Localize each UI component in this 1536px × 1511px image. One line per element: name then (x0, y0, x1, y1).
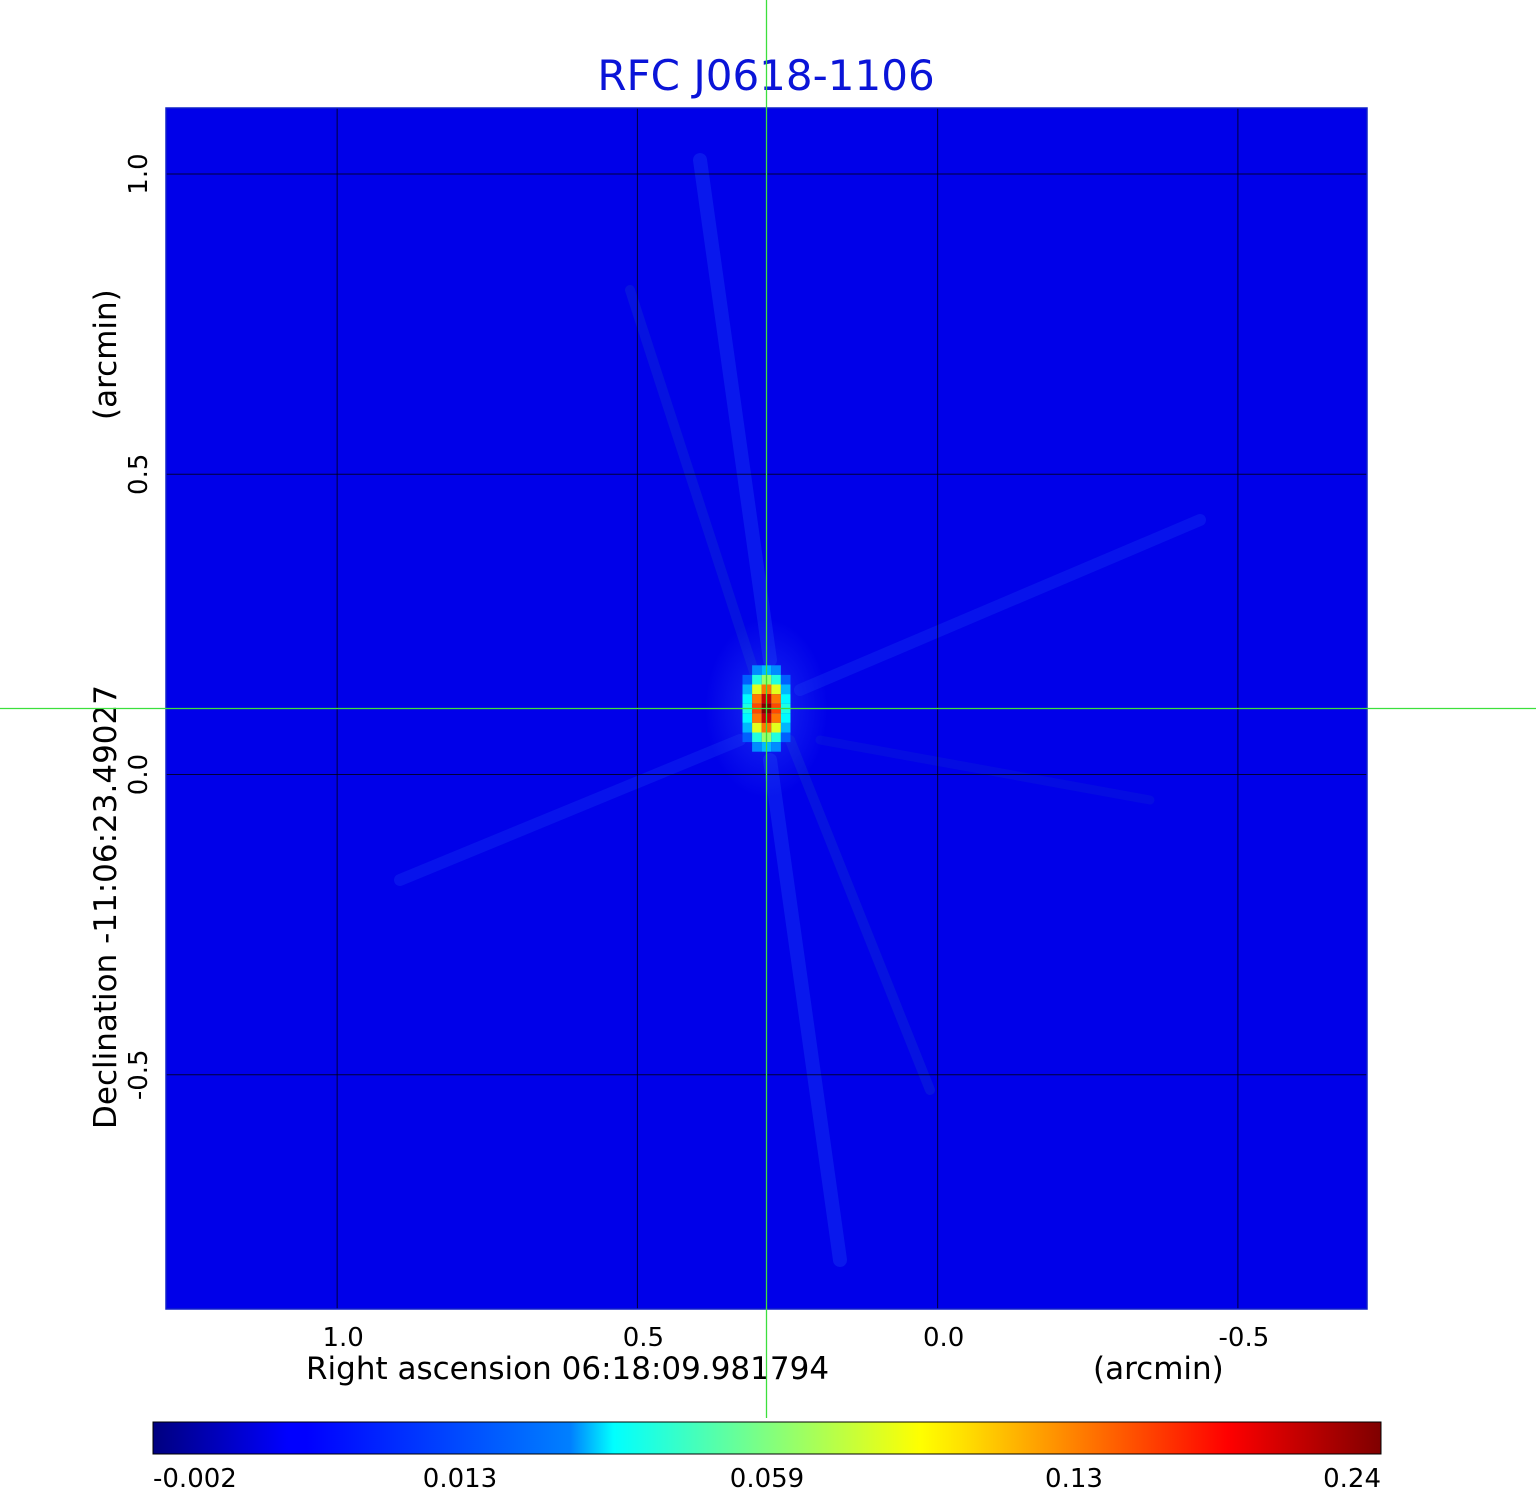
y-tick-labels: 1.0 0.5 0.0 -0.5 (124, 153, 154, 1100)
colorbar (152, 1421, 1382, 1455)
colorbar-tick-label: -0.002 (153, 1464, 237, 1494)
source-pixel (752, 684, 762, 695)
source-pixel (771, 674, 781, 685)
streak (815, 735, 1155, 805)
source-pixel (752, 694, 762, 704)
y-axis-label: Declination -11:06:23.49027 (88, 685, 124, 1129)
x-axis-unit-label: (arcmin) (1093, 1351, 1224, 1387)
streak (625, 285, 765, 695)
source-pixel (780, 722, 791, 733)
streak (693, 153, 777, 667)
source-pixel (752, 732, 762, 743)
source-pixel (742, 684, 753, 695)
crosshair (0, 0, 1536, 1418)
source-pixel (752, 722, 762, 733)
source-pixel (771, 722, 781, 733)
source-pixel (752, 665, 762, 675)
streak (794, 514, 1206, 696)
streak (763, 753, 847, 1267)
x-tick-label: -0.5 (1219, 1323, 1270, 1353)
source-pixel (780, 732, 791, 743)
source-pixel (752, 742, 762, 752)
source-pixel (771, 684, 781, 695)
colorbar-tick-label: 0.059 (730, 1464, 804, 1494)
colorbar-tick-label: 0.13 (1045, 1464, 1103, 1494)
source-pixel (771, 713, 781, 723)
x-axis-label: Right ascension 06:18:09.981794 (306, 1351, 829, 1387)
source-pixel (780, 684, 791, 695)
x-tick-labels: 1.0 0.5 0.0 -0.5 (322, 1323, 1269, 1353)
source-pixel (771, 732, 781, 743)
y-tick-label: 1.0 (124, 153, 154, 194)
source-pixel (742, 732, 753, 743)
x-tick-label: 0.5 (623, 1323, 664, 1353)
x-tick-label: 0.0 (923, 1323, 964, 1353)
colorbar-tick-label: 0.24 (1323, 1464, 1381, 1494)
source-pixel (780, 713, 791, 723)
source-pixel (780, 694, 791, 704)
y-tick-label: 0.0 (124, 754, 154, 795)
source-pixel (742, 674, 753, 685)
y-axis-unit-label: (arcmin) (88, 289, 124, 420)
x-tick-label: 1.0 (322, 1323, 363, 1353)
source-pixel (771, 665, 781, 675)
source-pixel (771, 694, 781, 704)
source-pixel (771, 742, 781, 752)
y-tick-label: -0.5 (124, 1049, 154, 1100)
source-pixel (752, 674, 762, 685)
source-pixel (780, 674, 791, 685)
y-tick-label: 0.5 (124, 454, 154, 495)
source-pixel (752, 713, 762, 723)
source-pixel (742, 722, 753, 733)
streak (394, 734, 746, 886)
sidelobe-streaks (394, 153, 1206, 1267)
source-pixel (742, 713, 753, 723)
colorbar-tick-labels: -0.002 0.013 0.059 0.13 0.24 (153, 1464, 1381, 1494)
colorbar-tick-label: 0.013 (423, 1464, 497, 1494)
source-pixel (742, 694, 753, 704)
streak (785, 735, 935, 1095)
